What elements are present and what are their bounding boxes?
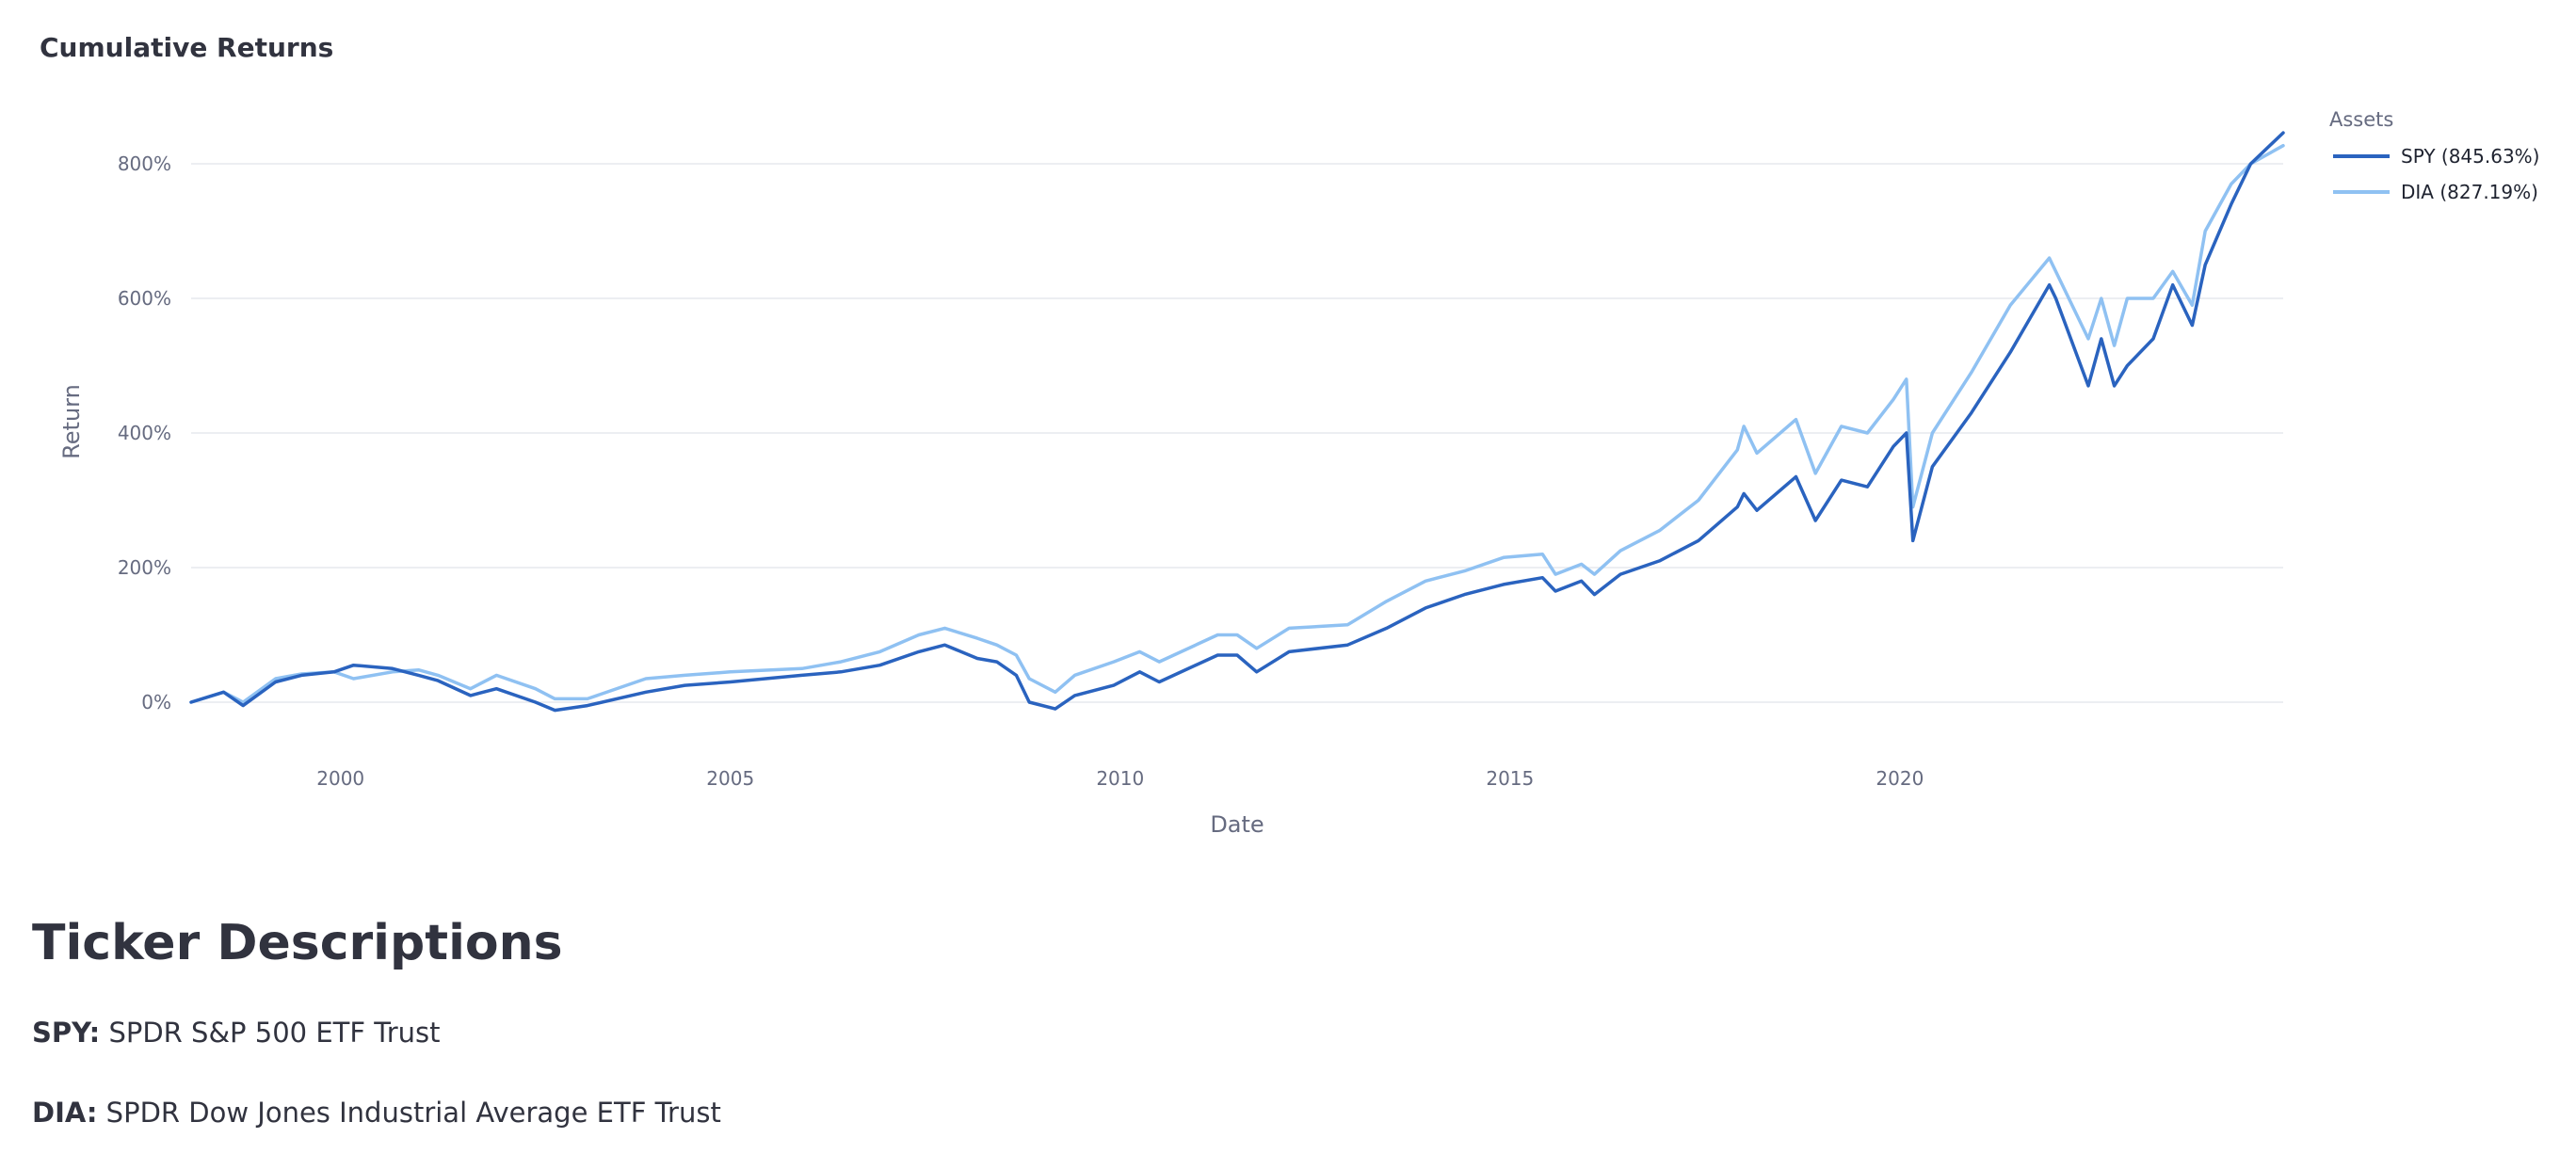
y-tick-label: 0%: [141, 691, 171, 713]
legend[interactable]: Assets SPY (845.63%) DIA (827.19%): [2329, 108, 2539, 203]
x-axis-ticks: 2000 2005 2010 2015 2020: [316, 767, 1924, 790]
legend-items[interactable]: SPY (845.63%) DIA (827.19%): [2333, 145, 2539, 203]
x-axis-label: Date: [1210, 811, 1264, 838]
ticker-description-spy: SPY: SPDR S&P 500 ETF Trust: [32, 1017, 441, 1049]
ticker-description: SPDR S&P 500 ETF Trust: [108, 1017, 441, 1049]
ticker-description-dia: DIA: SPDR Dow Jones Industrial Average E…: [32, 1097, 721, 1129]
y-tick-label: 800%: [118, 152, 171, 175]
series-line-dia[interactable]: [189, 143, 2285, 704]
x-tick-label: 2005: [706, 767, 754, 790]
y-axis-ticks: 0% 200% 400% 600% 800%: [118, 152, 171, 713]
ticker-descriptions-heading: Ticker Descriptions: [32, 915, 563, 971]
x-tick-label: 2015: [1486, 767, 1534, 790]
y-tick-label: 600%: [118, 287, 171, 310]
ticker-symbol: DIA:: [32, 1097, 98, 1129]
series-line-spy[interactable]: [189, 131, 2285, 713]
legend-title: Assets: [2329, 108, 2393, 131]
x-tick-label: 2010: [1096, 767, 1144, 790]
chart-title: Cumulative Returns: [40, 32, 334, 63]
ticker-symbol: SPY:: [32, 1017, 101, 1049]
x-tick-label: 2020: [1876, 767, 1924, 790]
y-axis-label: Return: [58, 384, 85, 459]
gridlines: [191, 163, 2283, 703]
y-tick-label: 200%: [118, 556, 171, 579]
cumulative-returns-chart[interactable]: 0%200%400%600%800% 2000 2005 2010 2015 2020 …: [0, 0, 2576, 875]
legend-item-label[interactable]: DIA (827.19%): [2401, 181, 2538, 203]
ticker-description: SPDR Dow Jones Industrial Average ETF Tr…: [105, 1097, 721, 1129]
y-tick-label: 400%: [118, 422, 171, 444]
series-lines[interactable]: [189, 131, 2285, 713]
legend-item-label[interactable]: SPY (845.63%): [2401, 145, 2539, 168]
x-tick-label: 2000: [316, 767, 364, 790]
